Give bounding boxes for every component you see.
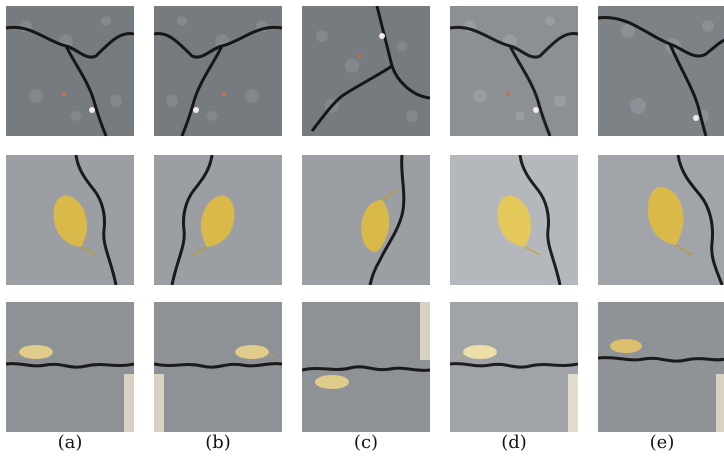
concrete-leaf-image xyxy=(154,155,282,285)
concrete-leaf-image xyxy=(450,155,578,285)
concrete-leaf-image xyxy=(598,155,724,285)
tile-row1-d xyxy=(450,6,578,136)
tile-row3-a xyxy=(6,302,134,432)
caption-a: (a) xyxy=(57,432,83,453)
asphalt-crack-image xyxy=(154,6,282,136)
caption-d: (d) xyxy=(501,432,527,453)
asphalt-crack-image xyxy=(450,6,578,136)
caption-b: (b) xyxy=(205,432,231,453)
asphalt-crack-image xyxy=(598,6,724,136)
tile-row2-d xyxy=(450,155,578,285)
concrete-leaf-image xyxy=(6,155,134,285)
horizontal-crack-image xyxy=(302,302,430,432)
concrete-leaf-image xyxy=(302,155,430,285)
horizontal-crack-image xyxy=(154,302,282,432)
horizontal-crack-image xyxy=(598,302,724,432)
tile-row3-d xyxy=(450,302,578,432)
caption-e: (e) xyxy=(649,432,675,453)
tile-row1-a xyxy=(6,6,134,136)
tile-row2-b xyxy=(154,155,282,285)
tile-row2-c xyxy=(302,155,430,285)
tile-row3-c xyxy=(302,302,430,432)
tile-row1-e xyxy=(598,6,724,136)
tile-row3-e xyxy=(598,302,724,432)
tile-row1-c xyxy=(302,6,430,136)
caption-c: (c) xyxy=(353,432,379,453)
tile-row2-e xyxy=(598,155,724,285)
tile-row2-a xyxy=(6,155,134,285)
tile-row3-b xyxy=(154,302,282,432)
tile-row1-b xyxy=(154,6,282,136)
asphalt-crack-image xyxy=(6,6,134,136)
asphalt-crack-image xyxy=(302,6,430,136)
horizontal-crack-image xyxy=(450,302,578,432)
horizontal-crack-image xyxy=(6,302,134,432)
